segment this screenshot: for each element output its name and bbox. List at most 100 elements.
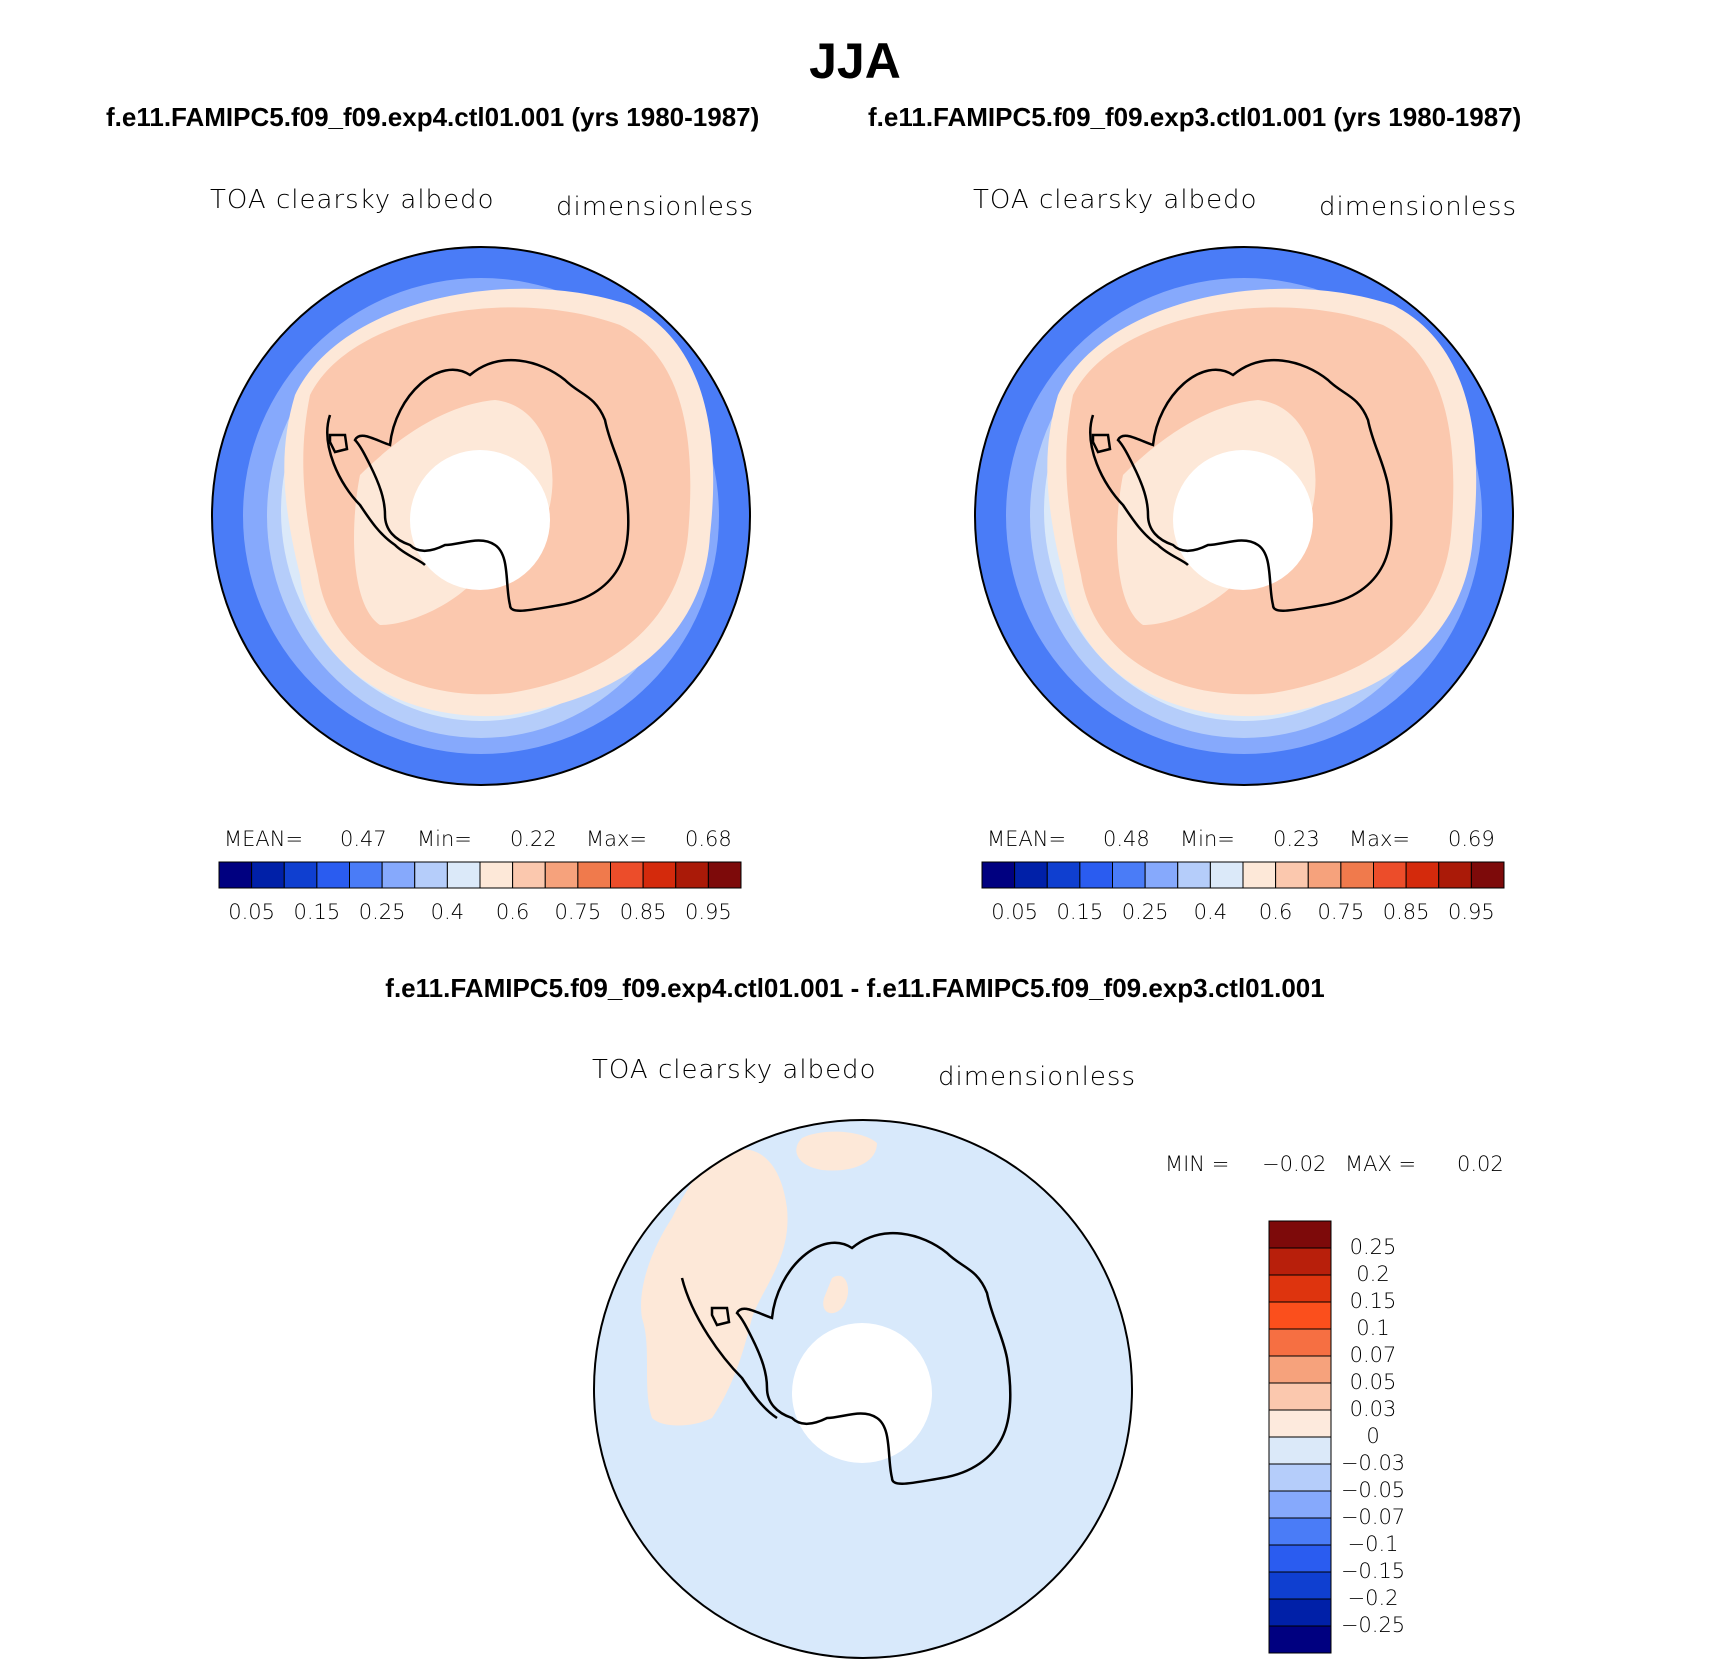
colorbar-box bbox=[1268, 1517, 1332, 1546]
colorbar-box bbox=[544, 861, 579, 889]
coastline-right bbox=[1089, 359, 1393, 612]
colorbar-tick-label: −0.05 bbox=[1340, 1478, 1406, 1502]
mean-value-left: 0.47 bbox=[340, 827, 387, 851]
colorbar-box bbox=[1268, 1274, 1332, 1303]
map-panel-diff bbox=[593, 1119, 1133, 1659]
max-label-left: Max= bbox=[586, 827, 648, 851]
colorbar-tick-label: −0.03 bbox=[1340, 1451, 1406, 1475]
colorbar-diff bbox=[1268, 1220, 1332, 1654]
max-label-right: Max= bbox=[1349, 827, 1411, 851]
colorbar-box bbox=[642, 861, 677, 889]
colorbar-tick-label: −0.2 bbox=[1347, 1586, 1399, 1610]
albedo-field-left bbox=[212, 247, 750, 785]
colorbar-box bbox=[1268, 1544, 1332, 1573]
colorbar-ticks-diff: 0.25 0.2 0.15 0.1 0.07 0.05 0.03 0 −0.03 −0.05 −0.… bbox=[1336, 1221, 1416, 1653]
colorbar-box bbox=[1112, 861, 1146, 889]
colorbar-box bbox=[1014, 861, 1048, 889]
colorbar-box bbox=[1268, 1598, 1332, 1627]
colorbar-box bbox=[1268, 1463, 1332, 1492]
coastline-left bbox=[326, 359, 630, 612]
colorbar-tick-label: 0 bbox=[1366, 1424, 1380, 1448]
min-value-right: 0.23 bbox=[1273, 827, 1320, 851]
colorbar-box bbox=[1340, 861, 1374, 889]
colorbar-box bbox=[981, 861, 1016, 889]
colorbar-box bbox=[381, 861, 416, 889]
diff-units-label: dimensionless bbox=[938, 1062, 1136, 1092]
colorbar-tick-label: 0.15 bbox=[1349, 1289, 1397, 1313]
colorbar-box bbox=[1438, 861, 1472, 889]
mean-value-right: 0.48 bbox=[1103, 827, 1150, 851]
colorbar-tick-label: 0.95 bbox=[684, 900, 732, 924]
colorbar-box bbox=[1268, 1382, 1332, 1411]
colorbar-ticks-right: 0.05 0.15 0.25 0.4 0.6 0.75 0.85 0.95 bbox=[982, 900, 1504, 928]
colorbar-tick-label: 0.05 bbox=[228, 900, 276, 924]
colorbar-box bbox=[1079, 861, 1113, 889]
colorbar-tick-label: 0.4 bbox=[1193, 900, 1228, 924]
colorbar-ticks-left: 0.05 0.15 0.25 0.4 0.6 0.75 0.85 0.95 bbox=[219, 900, 741, 928]
colorbar-tick-label: 0.25 bbox=[358, 900, 406, 924]
colorbar-tick-label: 0.07 bbox=[1349, 1343, 1397, 1367]
map-panel-right bbox=[974, 246, 1514, 786]
colorbar-tick-label: 0.6 bbox=[495, 900, 530, 924]
colorbar-box bbox=[1405, 861, 1440, 889]
colorbar-tick-label: 0.85 bbox=[1382, 900, 1430, 924]
colorbar-box bbox=[1307, 861, 1342, 889]
albedo-field-right bbox=[975, 247, 1513, 785]
colorbar-box bbox=[251, 861, 285, 889]
colorbar-box bbox=[1268, 1490, 1332, 1519]
colorbar-tick-label: −0.25 bbox=[1340, 1613, 1406, 1637]
diff-title: f.e11.FAMIPC5.f09_f09.exp4.ctl01.001 - f… bbox=[385, 973, 1325, 1003]
mean-label-right: MEAN= bbox=[987, 827, 1067, 851]
colorbar-tick-label: 0.85 bbox=[619, 900, 667, 924]
colorbar-box bbox=[1470, 861, 1505, 889]
colorbar-tick-label: 0.1 bbox=[1356, 1316, 1390, 1340]
max-value-left: 0.68 bbox=[685, 827, 732, 851]
map-panel-left bbox=[211, 246, 751, 786]
units-label-right: dimensionless bbox=[1319, 192, 1517, 222]
colorbar-box bbox=[1046, 861, 1081, 889]
colorbar-left bbox=[218, 861, 742, 889]
colorbar-tick-label: −0.1 bbox=[1347, 1532, 1399, 1556]
colorbar-box bbox=[1268, 1355, 1332, 1384]
colorbar-box bbox=[1268, 1328, 1332, 1357]
colorbar-tick-label: −0.15 bbox=[1340, 1559, 1406, 1583]
diff-min-value: −0.02 bbox=[1262, 1152, 1327, 1176]
colorbar-tick-label: 0.2 bbox=[1356, 1262, 1390, 1286]
colorbar-tick-label: 0.6 bbox=[1258, 900, 1293, 924]
colorbar-box bbox=[1275, 861, 1309, 889]
mean-label-left: MEAN= bbox=[224, 827, 304, 851]
colorbar-box bbox=[675, 861, 709, 889]
min-value-left: 0.22 bbox=[510, 827, 557, 851]
min-label-right: Min= bbox=[1180, 827, 1235, 851]
colorbar-box bbox=[1177, 861, 1211, 889]
colorbar-tick-label: 0.05 bbox=[1349, 1370, 1397, 1394]
colorbar-box bbox=[283, 861, 318, 889]
diff-max-label: MAX = bbox=[1345, 1152, 1417, 1176]
max-value-right: 0.69 bbox=[1448, 827, 1495, 851]
colorbar-box bbox=[349, 861, 383, 889]
min-label-left: Min= bbox=[417, 827, 472, 851]
coastline-diff bbox=[680, 1232, 1012, 1485]
colorbar-tick-label: 0.25 bbox=[1121, 900, 1169, 924]
difference-field bbox=[594, 1120, 1132, 1658]
colorbar-box bbox=[1373, 861, 1407, 889]
colorbar-box bbox=[1268, 1409, 1332, 1438]
variable-label-right: TOA clearsky albedo bbox=[973, 185, 1258, 215]
main-title: JJA bbox=[809, 33, 901, 89]
colorbar-tick-label: −0.07 bbox=[1340, 1505, 1406, 1529]
colorbar-box bbox=[1268, 1301, 1332, 1330]
colorbar-box bbox=[414, 861, 448, 889]
colorbar-box bbox=[1242, 861, 1277, 889]
colorbar-tick-label: 0.4 bbox=[430, 900, 465, 924]
colorbar-box bbox=[707, 861, 742, 889]
colorbar-tick-label: 0.15 bbox=[1056, 900, 1104, 924]
colorbar-box bbox=[1268, 1247, 1332, 1276]
colorbar-right bbox=[981, 861, 1505, 889]
colorbar-tick-label: 0.05 bbox=[991, 900, 1039, 924]
colorbar-tick-label: 0.75 bbox=[1317, 900, 1365, 924]
diff-max-value: 0.02 bbox=[1457, 1152, 1504, 1176]
colorbar-tick-label: 0.15 bbox=[293, 900, 341, 924]
colorbar-box bbox=[1268, 1436, 1332, 1465]
colorbar-box bbox=[577, 861, 611, 889]
diff-min-label: MIN = bbox=[1165, 1152, 1230, 1176]
